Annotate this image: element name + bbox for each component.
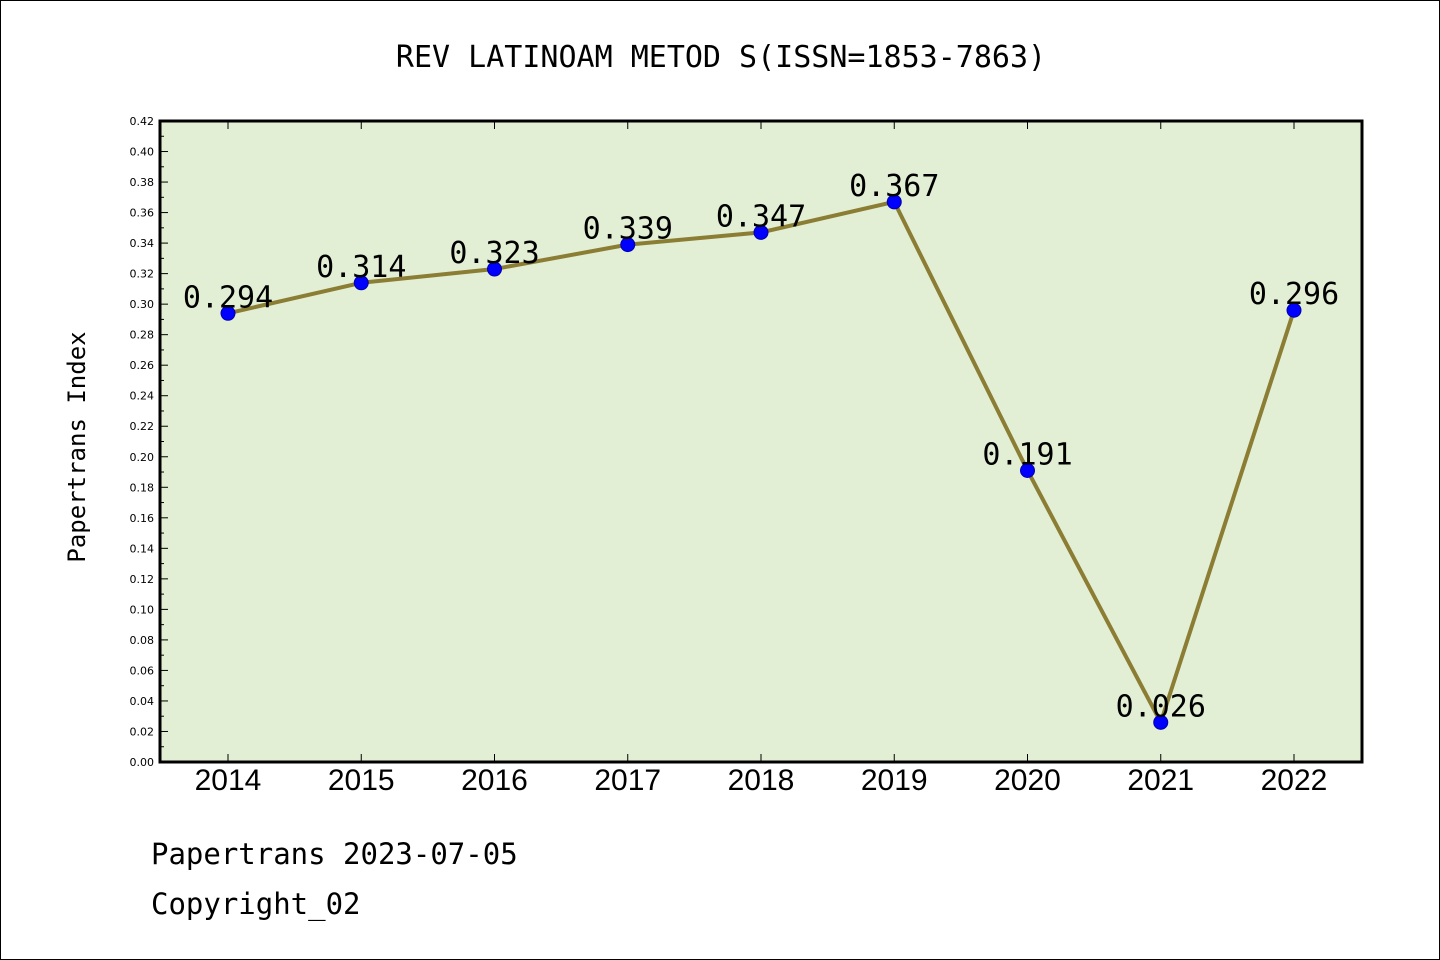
x-tick-label: 2016 (461, 764, 528, 797)
y-tick-label: 0.26 (130, 359, 155, 372)
data-label: 0.314 (316, 250, 406, 285)
data-label: 0.323 (449, 236, 539, 271)
y-tick-label: 0.38 (130, 176, 155, 189)
data-label: 0.191 (982, 437, 1072, 472)
y-tick-label: 0.32 (130, 268, 155, 281)
x-tick-label: 2022 (1261, 764, 1328, 797)
data-point (353, 275, 369, 291)
y-tick-label: 0.00 (130, 756, 155, 769)
data-label: 0.347 (716, 199, 806, 234)
y-tick-label: 0.02 (130, 725, 155, 738)
x-tick-label: 2015 (328, 764, 395, 797)
y-tick-label: 0.24 (130, 390, 155, 403)
y-tick-label: 0.16 (130, 512, 155, 525)
y-tick-label: 0.06 (130, 664, 155, 677)
data-point (1286, 302, 1302, 318)
data-point (753, 224, 769, 240)
x-axis-ticks: 2014 2015 2016 2017 2018 2019 2020 2021 2022 (195, 121, 1328, 797)
y-tick-label: 0.36 (130, 207, 155, 220)
y-axis-label: Papertrans Index (63, 331, 91, 562)
y-tick-label: 0.10 (130, 603, 155, 616)
x-tick-label: 2014 (195, 764, 262, 797)
chart-title: REV LATINOAM METOD S(ISSN=1853-7863) (396, 40, 1046, 75)
x-tick-label: 2017 (594, 764, 661, 797)
y-tick-label: 0.30 (130, 298, 155, 311)
data-label: 0.296 (1249, 277, 1339, 312)
x-tick-label: 2020 (994, 764, 1061, 797)
y-tick-label: 0.18 (130, 481, 155, 494)
data-markers (220, 194, 1302, 730)
data-label: 0.026 (1116, 689, 1206, 724)
data-label: 0.339 (583, 212, 673, 247)
data-point (620, 237, 636, 253)
y-tick-label: 0.08 (130, 634, 155, 647)
data-label: 0.294 (183, 280, 273, 315)
y-tick-label: 0.20 (130, 451, 155, 464)
x-tick-label: 2019 (861, 764, 928, 797)
y-axis-ticks: 0.00 0.02 0.04 0.06 0.08 0.10 0.12 0.14 0.16 0.18… (130, 115, 168, 769)
y-tick-label: 0.12 (130, 573, 155, 586)
data-labels: 0.294 0.314 0.323 0.339 0.347 0.367 0.191 0.026… (183, 169, 1339, 724)
y-tick-label: 0.14 (130, 542, 155, 555)
y-tick-label: 0.04 (130, 695, 155, 708)
y-tick-label: 0.34 (130, 237, 155, 250)
data-label: 0.367 (849, 169, 939, 204)
data-point (886, 194, 902, 210)
y-tick-label: 0.22 (130, 420, 155, 433)
y-tick-label: 0.42 (130, 115, 155, 128)
data-point (1153, 714, 1169, 730)
footer-date: Papertrans 2023-07-05 (151, 837, 518, 871)
x-tick-label: 2018 (728, 764, 795, 797)
y-tick-label: 0.28 (130, 329, 155, 342)
data-point (487, 261, 502, 277)
data-point (1020, 462, 1035, 478)
y-tick-label: 0.40 (130, 146, 155, 159)
footer-copyright: Copyright_02 (151, 887, 361, 921)
data-point (220, 305, 236, 321)
x-tick-label: 2021 (1127, 764, 1194, 797)
